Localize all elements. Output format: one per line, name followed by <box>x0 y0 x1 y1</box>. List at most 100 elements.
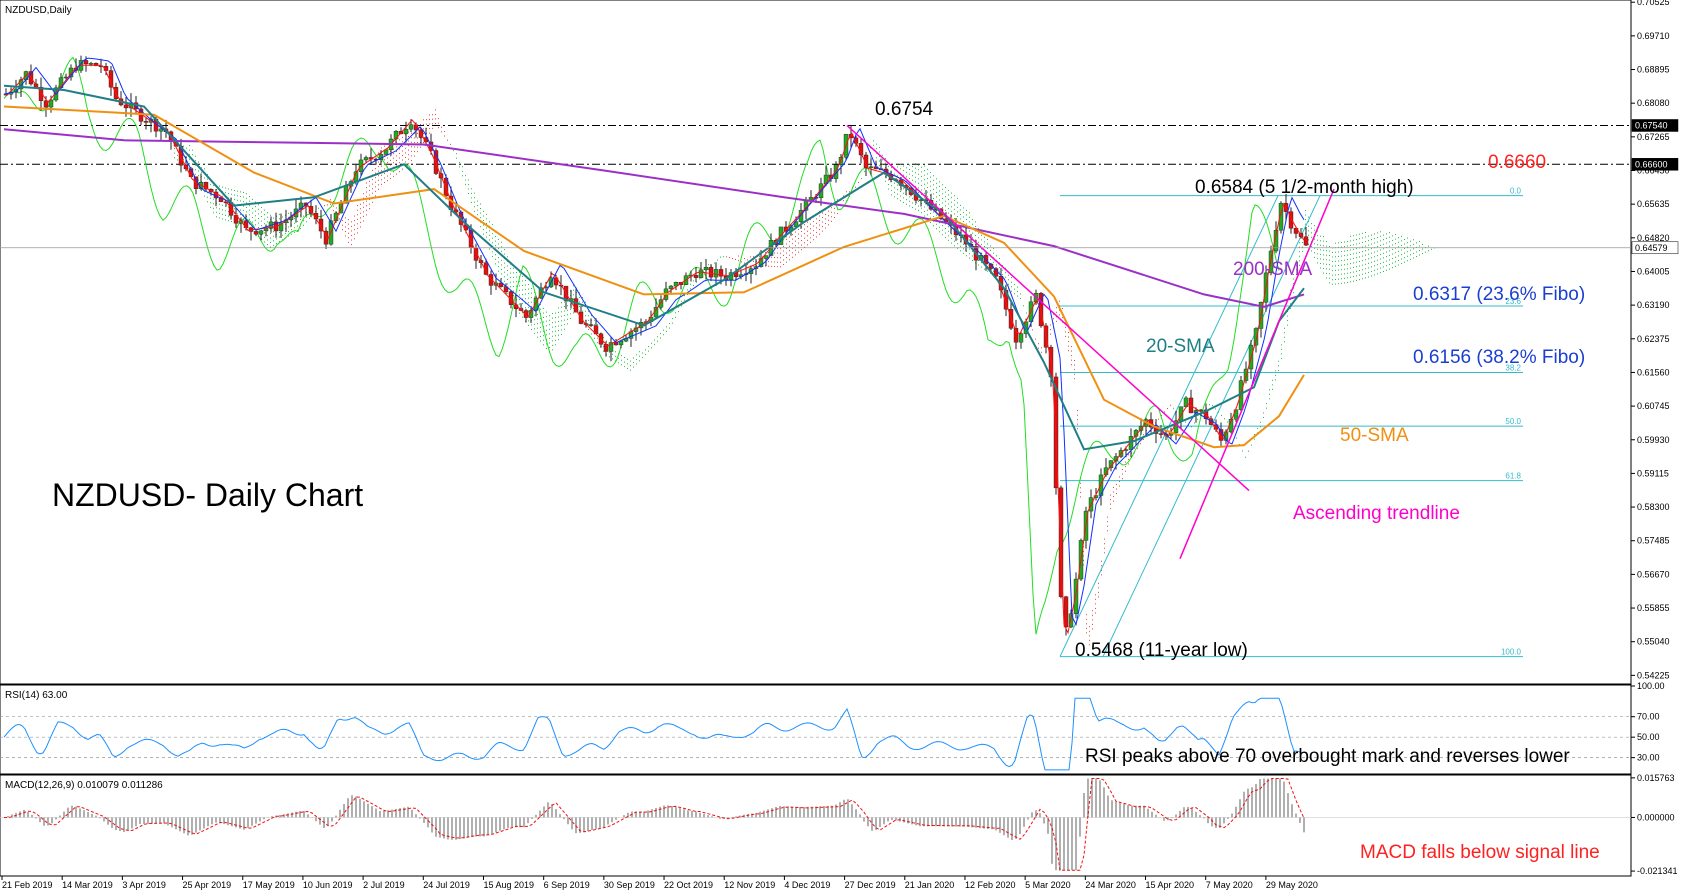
cloud-dot <box>1278 369 1279 371</box>
cloud-dot <box>1377 264 1378 266</box>
cloud-dot <box>1401 263 1402 265</box>
cloud-dot <box>1377 241 1378 243</box>
cloud-dot <box>888 179 889 181</box>
cloud-dot <box>414 137 415 139</box>
cloud-dot <box>924 165 925 167</box>
cloud-dot <box>273 217 274 219</box>
cloud-dot <box>417 146 418 148</box>
cloud-dot <box>426 119 427 121</box>
cloud-dot <box>708 268 709 270</box>
cloud-dot <box>1311 245 1312 247</box>
cloud-dot <box>531 292 532 294</box>
cloud-dot <box>558 339 559 341</box>
cloud-dot <box>285 232 286 234</box>
cloud-dot <box>555 312 556 314</box>
cloud-dot <box>546 316 547 318</box>
price-tag-label: 0.64579 <box>1635 243 1668 253</box>
cloud-dot <box>1374 242 1375 244</box>
cloud-dot <box>1371 252 1372 254</box>
cloud-dot <box>273 244 274 246</box>
cloud-dot <box>1299 246 1300 248</box>
cloud-dot <box>1422 244 1423 246</box>
cloud-dot <box>1377 273 1378 275</box>
macd-title: MACD(12,26,9) 0.010079 0.011286 <box>5 780 163 791</box>
cloud-dot <box>960 218 961 220</box>
cloud-dot <box>1008 288 1009 290</box>
cloud-dot <box>1413 252 1414 254</box>
cloud-dot <box>1059 309 1060 311</box>
cloud-dot <box>474 197 475 199</box>
cloud-dot <box>471 197 472 199</box>
cloud-dot <box>234 190 235 192</box>
cloud-dot <box>918 178 919 180</box>
candle <box>93 63 99 67</box>
cloud-dot <box>1308 216 1309 218</box>
cloud-dot <box>1005 276 1006 278</box>
cloud-dot <box>1086 618 1087 620</box>
cloud-dot <box>657 340 658 342</box>
cloud-dot <box>540 308 541 310</box>
cloud-dot <box>351 239 352 241</box>
cloud-dot <box>753 256 754 258</box>
cloud-dot <box>1302 251 1303 253</box>
rsi-tick-label: 50.00 <box>1637 732 1660 742</box>
cloud-dot <box>1377 259 1378 261</box>
cloud-dot <box>273 231 274 233</box>
price-tick-label: 0.64005 <box>1637 266 1670 276</box>
cloud-dot <box>264 241 265 243</box>
cloud-dot <box>1338 265 1339 267</box>
cloud-dot <box>825 227 826 229</box>
annotation-trendline: Ascending trendline <box>1293 503 1460 524</box>
cloud-dot <box>1407 246 1408 248</box>
candle <box>868 166 874 168</box>
cloud-dot <box>279 218 280 220</box>
cloud-dot <box>936 191 937 193</box>
cloud-dot <box>1128 458 1129 460</box>
cloud-dot <box>798 242 799 244</box>
cloud-dot <box>483 220 484 222</box>
cloud-dot <box>807 235 808 237</box>
cloud-dot <box>978 259 979 261</box>
cloud-dot <box>375 172 376 174</box>
cloud-dot <box>807 244 808 246</box>
cloud-dot <box>546 347 547 349</box>
cloud-dot <box>1344 268 1345 270</box>
price-tick-label: 0.57485 <box>1637 536 1670 546</box>
cloud-dot <box>1332 251 1333 253</box>
cloud-dot <box>522 289 523 291</box>
cloud-dot <box>1338 246 1339 248</box>
cloud-dot <box>495 258 496 260</box>
candle <box>48 99 54 108</box>
candle <box>233 215 239 224</box>
cloud-dot <box>1383 270 1384 272</box>
candle <box>528 310 534 318</box>
cloud-dot <box>1362 241 1363 243</box>
cloud-dot <box>1389 263 1390 265</box>
cloud-dot <box>822 221 823 223</box>
cloud-dot <box>303 215 304 217</box>
cloud-dot <box>807 221 808 223</box>
cloud-dot <box>1188 425 1189 427</box>
cloud-dot <box>876 148 877 150</box>
cloud-dot <box>408 140 409 142</box>
cloud-dot <box>207 178 208 180</box>
cloud-dot <box>507 292 508 294</box>
cloud-dot <box>798 251 799 253</box>
cloud-dot <box>1410 258 1411 260</box>
ascending-trendline <box>1179 188 1335 559</box>
cloud-dot <box>528 311 529 313</box>
annotation-rsi: RSI peaks above 70 overbought mark and r… <box>1085 746 1570 767</box>
cloud-dot <box>1326 272 1327 274</box>
cloud-dot <box>1392 253 1393 255</box>
cloud-dot <box>534 319 535 321</box>
cloud-dot <box>504 267 505 269</box>
cloud-dot <box>768 265 769 267</box>
cloud-dot <box>210 197 211 199</box>
cloud-dot <box>924 188 925 190</box>
cloud-dot <box>243 191 244 193</box>
cloud-dot <box>930 185 931 187</box>
cloud-dot <box>1011 290 1012 292</box>
cloud-dot <box>1404 248 1405 250</box>
cloud-dot <box>384 154 385 156</box>
cloud-dot <box>387 175 388 177</box>
